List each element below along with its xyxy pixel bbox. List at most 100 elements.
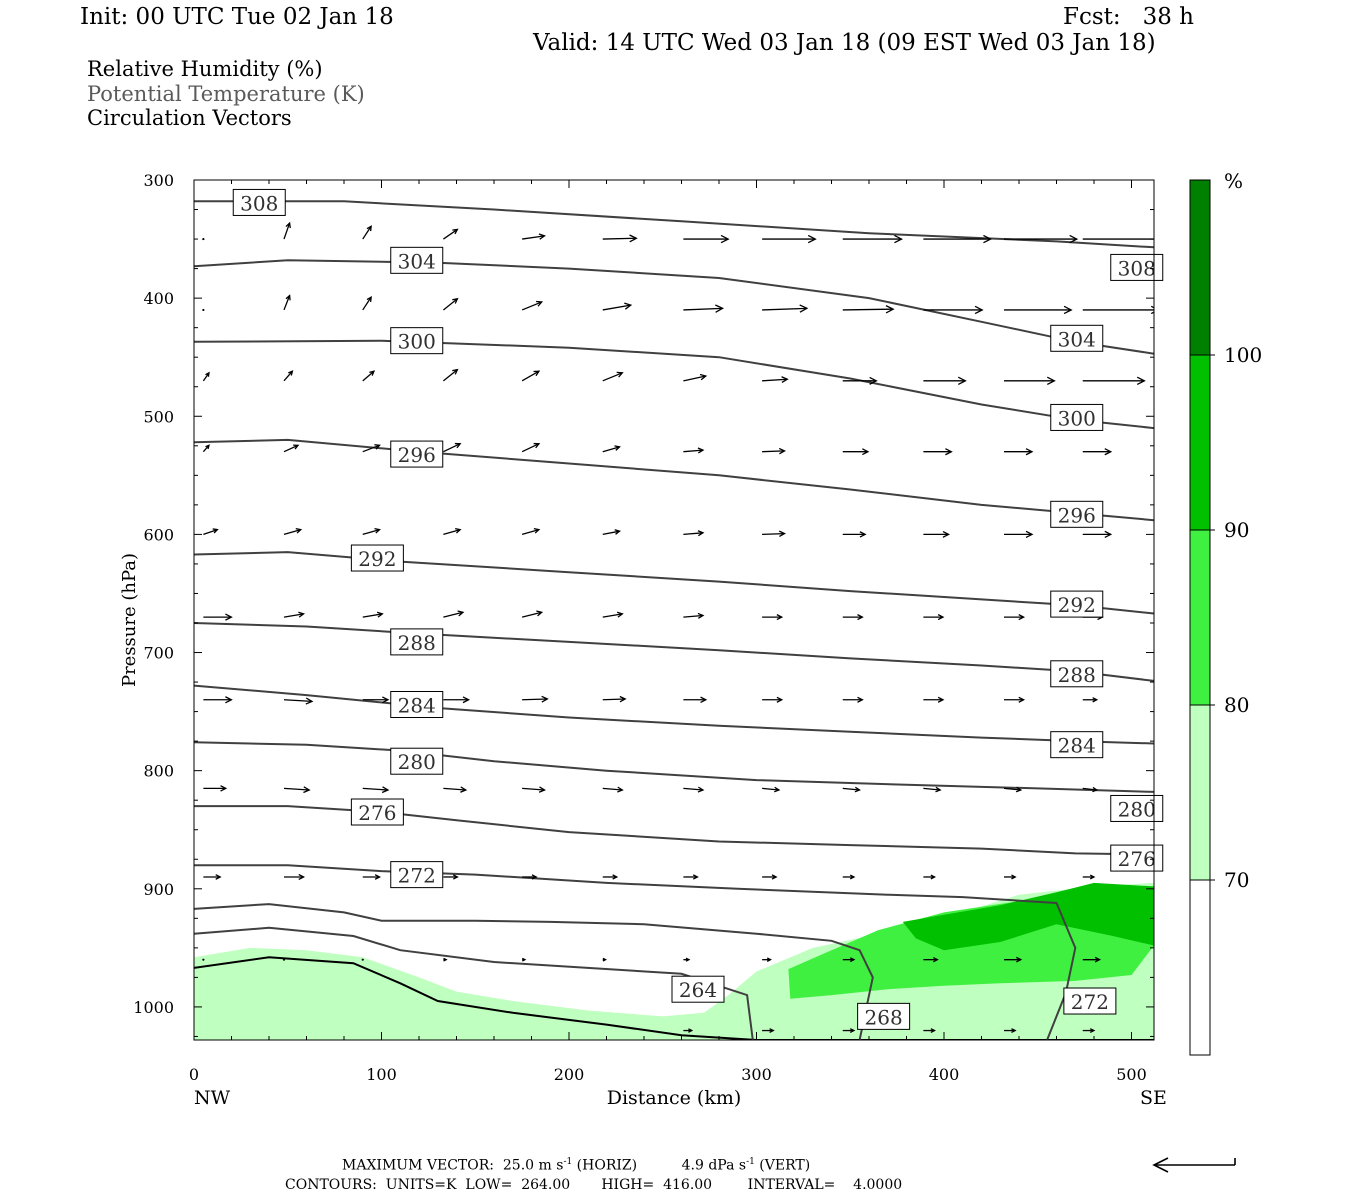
theta-label-box <box>1050 500 1104 528</box>
colorbar-frame <box>1189 179 1211 1056</box>
legend-relative-humidity: Relative Humidity (%) <box>87 57 323 81</box>
vector-head <box>612 874 619 880</box>
colorbar-tick-label: 80 <box>1224 693 1249 717</box>
circulation-vector <box>443 527 462 536</box>
x-tick-label: 200 <box>554 1065 585 1084</box>
theta-label-box <box>1050 324 1104 352</box>
theta-label-box <box>1050 403 1104 431</box>
circulation-vector <box>842 305 895 314</box>
vector-shaft <box>443 528 461 536</box>
circulation-vector <box>443 874 459 880</box>
vector-head <box>854 786 861 793</box>
circulation-vector <box>923 305 984 315</box>
vector-head <box>776 614 784 621</box>
vector-head <box>1025 448 1034 456</box>
vector-shaft <box>522 235 545 240</box>
circulation-vector <box>522 786 546 793</box>
vector-head <box>1015 786 1023 793</box>
circulation-vector <box>602 529 621 536</box>
vector-head <box>293 444 300 450</box>
circulation-vector <box>443 957 448 962</box>
vector-shaft <box>602 530 620 536</box>
vector-shaft <box>443 787 466 791</box>
vector-shaft <box>521 528 540 536</box>
circulation-vector <box>362 786 390 794</box>
vector-head <box>697 530 705 537</box>
vector-head <box>374 527 381 534</box>
vector-head <box>697 786 705 793</box>
colorbar-bin-60 <box>1190 880 1210 1055</box>
vector-head <box>1011 1028 1017 1034</box>
circulation-vector <box>362 370 376 382</box>
vector-head <box>285 294 291 301</box>
vector-head <box>857 696 864 703</box>
circulation-vector <box>521 442 541 453</box>
vector-head <box>720 234 730 244</box>
circulation-vector <box>1004 956 1023 963</box>
theta-label-box <box>1050 731 1104 759</box>
circulation-vector <box>443 786 468 793</box>
vector-head <box>894 234 903 244</box>
vector-head <box>376 611 384 618</box>
vector-shaft <box>283 370 293 382</box>
circulation-vector <box>683 373 708 382</box>
legend-circulation-vectors: Circulation Vectors <box>87 106 292 130</box>
vector-head <box>452 228 459 235</box>
vector-head <box>778 530 786 538</box>
colorbar-tick-label: 70 <box>1224 868 1249 892</box>
vector-head <box>205 371 210 377</box>
circulation-vector <box>842 786 861 793</box>
theta-label-264: 264 <box>679 978 717 1002</box>
circulation-vector <box>1082 448 1113 456</box>
vector-shaft <box>602 698 626 701</box>
circulation-vector <box>762 447 786 455</box>
vector-head <box>862 448 870 456</box>
circulation-vector <box>521 370 541 382</box>
vector-head <box>455 527 462 534</box>
circulation-vector <box>1004 530 1034 539</box>
colorbar-bin-70 <box>1190 705 1210 880</box>
circulation-vector <box>522 233 546 240</box>
max-vector-label: MAXIMUM VECTOR: <box>342 1157 494 1174</box>
vector-head <box>462 696 471 704</box>
theta-contour-308 <box>194 200 1154 249</box>
vector-shaft <box>283 222 291 240</box>
vector-shaft <box>683 307 723 311</box>
vector-head <box>781 376 789 383</box>
circulation-vector <box>202 237 205 241</box>
circulation-vector <box>1004 448 1034 456</box>
circulation-vector <box>842 531 867 538</box>
vector-shaft <box>683 375 706 382</box>
vector-head <box>715 304 725 313</box>
vert-exponent: -1 <box>746 1157 755 1167</box>
theta-label-box <box>671 975 725 1003</box>
vector-shaft <box>602 446 620 453</box>
x-tick-label: 500 <box>1116 1065 1147 1084</box>
circulation-vector <box>1082 786 1099 793</box>
circulation-vector <box>762 234 817 244</box>
circulation-vector <box>683 696 708 704</box>
circulation-vector <box>683 874 699 880</box>
vector-head <box>538 233 546 240</box>
vector-shaft <box>362 528 380 536</box>
circulation-vector <box>362 225 372 240</box>
theta-label-280: 280 <box>398 750 436 774</box>
theta-label-288: 288 <box>1058 663 1096 687</box>
circulation-vector <box>1004 234 1079 244</box>
vector-head <box>1104 530 1113 539</box>
colorbar-tick-label: 100 <box>1224 343 1262 367</box>
vector-head <box>1069 234 1079 244</box>
circulation-vector <box>443 610 465 618</box>
theta-label-box <box>350 544 404 572</box>
circulation-vector <box>602 786 624 793</box>
vector-head <box>285 221 291 229</box>
theta-contour-296 <box>194 438 1154 522</box>
theta-label-268: 268 <box>865 1005 903 1029</box>
y-tick-label: 900 <box>143 880 174 899</box>
circulation-vector <box>362 444 381 453</box>
theta-label-284: 284 <box>398 694 436 718</box>
vector-shaft <box>442 298 458 311</box>
vector-shaft <box>362 787 388 791</box>
theta-label-box <box>390 861 444 889</box>
circulation-vector <box>283 697 314 705</box>
